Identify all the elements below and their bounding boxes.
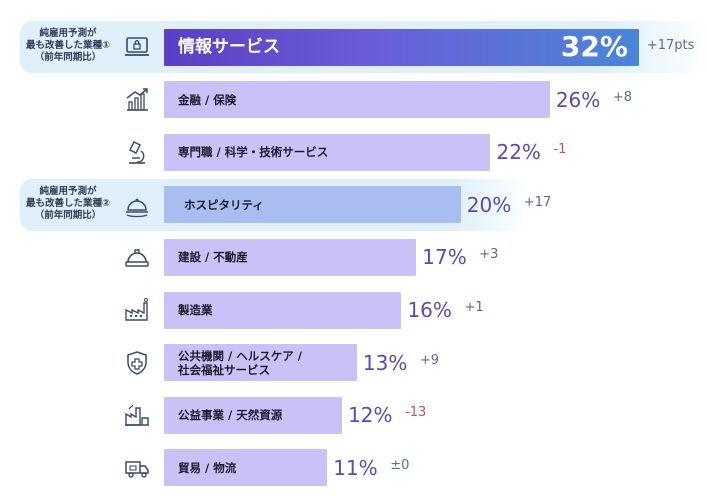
bar	[164, 81, 550, 119]
highlight-tag-line: 最も改善した業種②	[25, 197, 111, 209]
value-label: 32%	[560, 30, 628, 63]
growth-chart-icon	[122, 85, 152, 115]
bar-label-line: 情報サービス	[178, 37, 280, 57]
bar	[164, 28, 639, 66]
delivery-truck-icon	[122, 453, 152, 483]
factory-icon	[122, 295, 152, 325]
bar-label: 建設 / 不動産	[178, 250, 248, 264]
change-label: +17	[523, 194, 552, 210]
highlight-tag: 純雇用予測が 最も改善した業種② （前年同期比）	[16, 186, 120, 222]
bar-label: 公益事業 / 天然資源	[178, 408, 282, 422]
bar-label-line: 建設 / 不動産	[178, 250, 248, 265]
bar-label: ホスピタリティ	[184, 198, 264, 212]
cloche-icon	[122, 190, 152, 220]
medical-shield-icon	[122, 348, 152, 378]
value-label: 20%	[466, 192, 512, 217]
change-label: +1	[464, 300, 484, 315]
change-label: +9	[419, 352, 440, 368]
bar	[164, 291, 402, 329]
change-label: -13	[405, 405, 427, 421]
change-label: -1	[553, 142, 567, 158]
bar-label: 金融 / 保険	[178, 93, 236, 107]
bar-label-line: ホスピタリティ	[184, 197, 264, 212]
value-label: 13%	[362, 350, 408, 375]
bar	[164, 186, 461, 224]
highlight-tag: 純雇用予測が 最も改善した業種① （前年同期比）	[16, 28, 120, 64]
value-label: 16%	[407, 298, 452, 322]
bar-label-line: 貿易 / 物流	[178, 460, 237, 475]
bar-label-line: 社会福祉サービス	[178, 362, 270, 377]
change-label: +17pts	[646, 38, 695, 53]
bar	[164, 396, 343, 434]
change-label: +8	[612, 89, 632, 105]
highlight-tag-line: 最も改善した業種①	[25, 40, 111, 51]
bar-label-line: 製造業	[178, 303, 213, 317]
bar-label: 公共機関 / ヘルスケア / 社会福祉サービス	[178, 349, 302, 377]
highlight-tag-line: 純雇用予測が	[39, 185, 97, 197]
value-label: 12%	[348, 403, 393, 428]
bar-label: 情報サービス	[178, 37, 280, 57]
bar-label: 製造業	[178, 303, 213, 317]
power-plant-icon	[122, 400, 152, 430]
value-label: 11%	[333, 455, 378, 480]
highlight-tag-line: （前年同期比）	[34, 209, 102, 221]
bar-label: 貿易 / 物流	[178, 461, 236, 475]
change-label: +3	[479, 247, 499, 263]
highlight-tag-line: 純雇用予測が	[39, 28, 97, 39]
value-label: 26%	[555, 87, 601, 112]
bar	[164, 133, 491, 171]
hard-hat-icon	[122, 242, 152, 272]
bar	[164, 344, 357, 382]
value-label: 17%	[422, 245, 467, 270]
change-label: ±0	[390, 457, 410, 473]
microscope-icon	[122, 137, 152, 167]
value-label: 22%	[496, 140, 541, 165]
bar-label-line: 金融 / 保険	[178, 92, 237, 107]
bar-label-line: 公益事業 / 天然資源	[178, 408, 283, 423]
bar-label-line: 専門職 / 科学・技術サービス	[178, 145, 329, 160]
bar-label: 専門職 / 科学・技術サービス	[178, 145, 328, 159]
highlight-tag-line: （前年同期比）	[34, 52, 102, 63]
laptop-lock-icon	[122, 32, 152, 62]
bar	[164, 238, 417, 276]
bar-label-line: 公共機関 / ヘルスケア /	[178, 348, 302, 363]
bar	[164, 449, 328, 487]
